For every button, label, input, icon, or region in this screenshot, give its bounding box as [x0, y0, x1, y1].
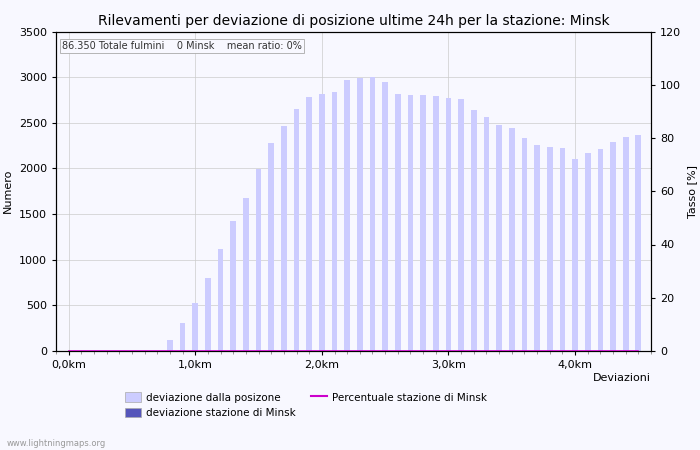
- Bar: [230, 221, 236, 351]
- Legend: deviazione dalla posizone, deviazione stazione di Minsk, Percentuale stazione di: deviazione dalla posizone, deviazione st…: [120, 388, 491, 422]
- Text: www.lightningmaps.org: www.lightningmaps.org: [7, 439, 106, 448]
- Text: 86.350 Totale fulmini    0 Minsk    mean ratio: 0%: 86.350 Totale fulmini 0 Minsk mean ratio…: [62, 41, 302, 51]
- Bar: [433, 96, 439, 351]
- Bar: [357, 78, 363, 351]
- Bar: [458, 99, 464, 351]
- Bar: [243, 198, 248, 351]
- Bar: [446, 98, 452, 351]
- Bar: [636, 135, 641, 351]
- Bar: [534, 145, 540, 351]
- Bar: [585, 153, 591, 351]
- Bar: [218, 249, 223, 351]
- Text: Deviazioni: Deviazioni: [593, 374, 651, 383]
- Bar: [332, 92, 337, 351]
- Bar: [307, 97, 312, 351]
- Bar: [610, 142, 616, 351]
- Bar: [623, 137, 629, 351]
- Bar: [370, 77, 375, 351]
- Bar: [407, 95, 413, 351]
- Title: Rilevamenti per deviazione di posizione ultime 24h per la stazione: Minsk: Rilevamenti per deviazione di posizione …: [98, 14, 609, 27]
- Bar: [180, 323, 186, 351]
- Bar: [344, 80, 350, 351]
- Bar: [420, 95, 426, 351]
- Bar: [509, 128, 514, 351]
- Bar: [522, 138, 527, 351]
- Bar: [256, 169, 261, 351]
- Bar: [205, 278, 211, 351]
- Bar: [395, 94, 400, 351]
- Bar: [268, 143, 274, 351]
- Bar: [559, 148, 565, 351]
- Bar: [484, 117, 489, 351]
- Y-axis label: Numero: Numero: [4, 169, 13, 213]
- Bar: [598, 149, 603, 351]
- Bar: [471, 110, 477, 351]
- Bar: [547, 148, 552, 351]
- Bar: [496, 125, 502, 351]
- Bar: [167, 340, 173, 351]
- Bar: [281, 126, 287, 351]
- Y-axis label: Tasso [%]: Tasso [%]: [687, 165, 696, 218]
- Bar: [193, 302, 198, 351]
- Bar: [294, 109, 300, 351]
- Bar: [319, 94, 325, 351]
- Bar: [382, 82, 388, 351]
- Bar: [572, 159, 578, 351]
